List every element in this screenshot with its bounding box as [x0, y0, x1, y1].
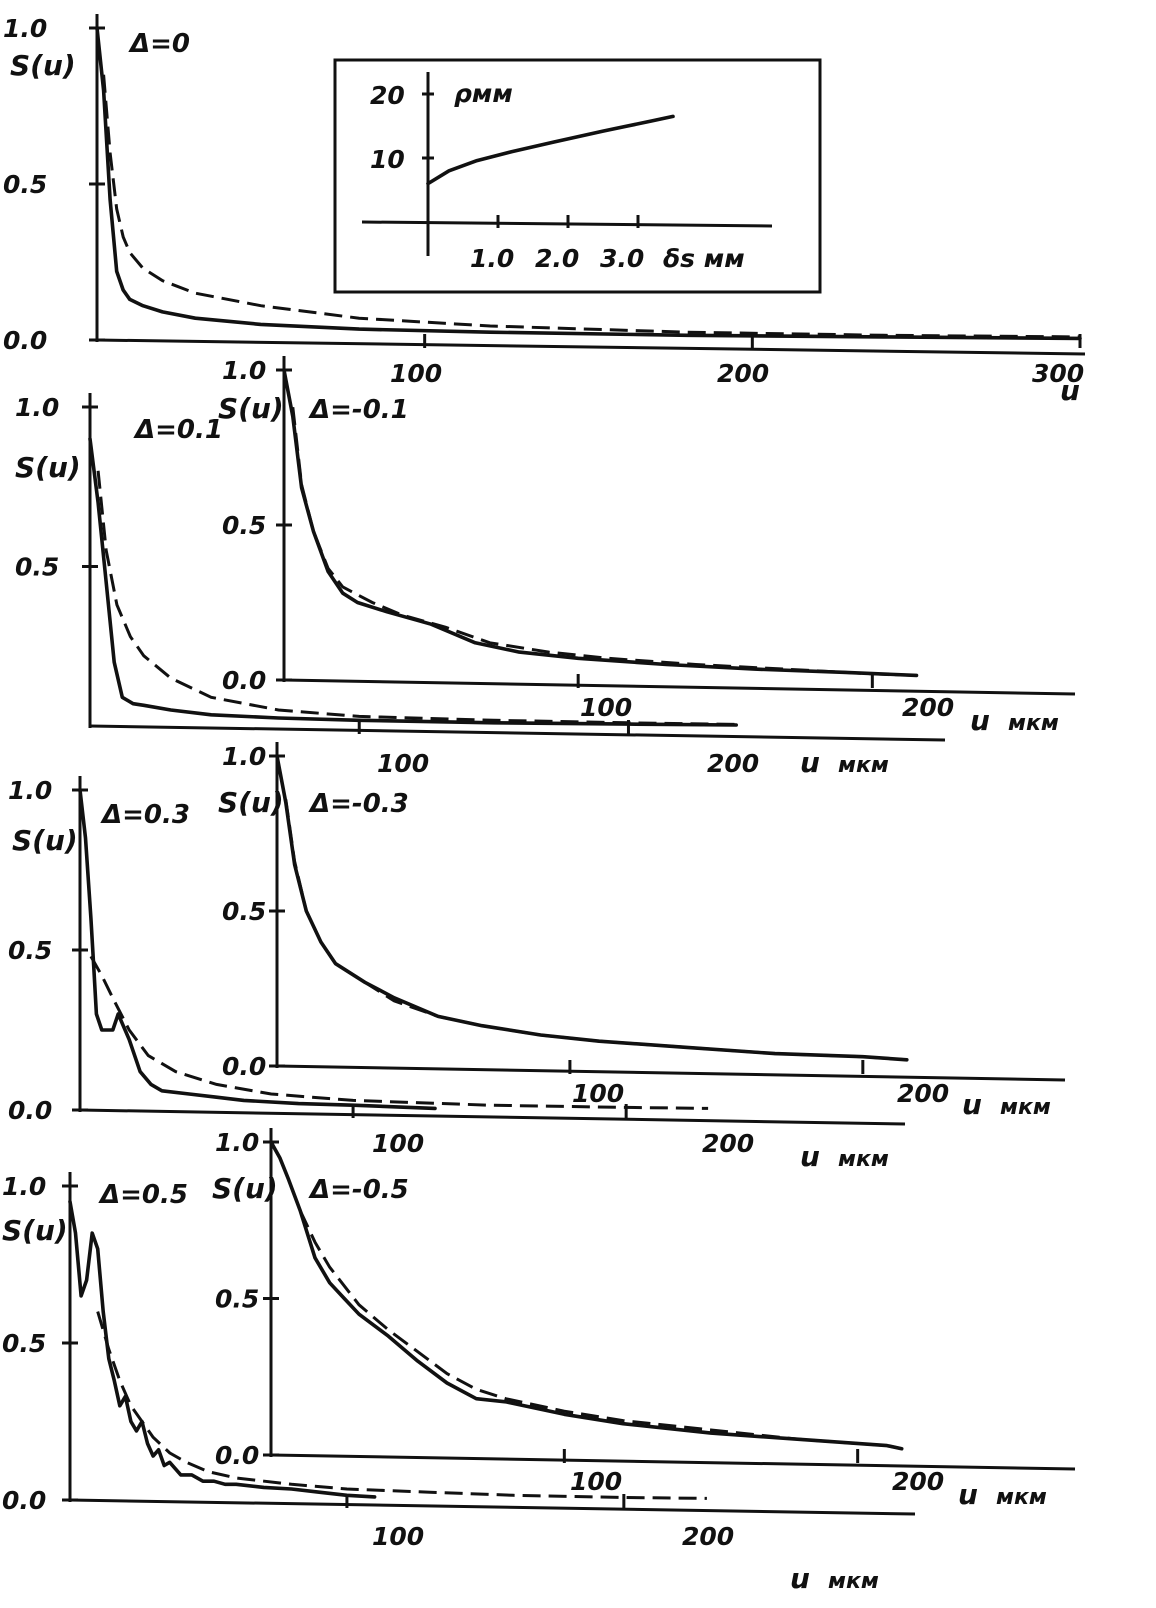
panel-dm01: 0.0 0.5 1.0 100 200 S(u) Δ=-0.1 u мкм	[218, 356, 1076, 737]
delta-label: Δ=0.1	[133, 415, 223, 445]
y-tick-label: 1.0	[222, 742, 266, 771]
y-tick-label: 0.5	[222, 511, 266, 540]
panel-d03: 0.0 0.5 1.0 100 200 S(u) Δ=0.3 u мкм	[8, 776, 906, 1173]
x-tick-label: 200	[682, 1522, 734, 1551]
x-axis-units: мкм	[828, 1569, 879, 1594]
x-axis	[283, 678, 1076, 696]
inset-y-tick-label: 10	[370, 145, 405, 174]
series-dashed-line	[284, 799, 907, 1062]
delta-label: Δ=-0.3	[308, 789, 409, 819]
x-tick-label: 200	[717, 359, 769, 388]
delta-label: Δ=-0.1	[308, 395, 409, 425]
series-dashed-line	[89, 955, 709, 1110]
y-tick-label: 0.5	[15, 553, 59, 582]
y-axis-label: S(u)	[12, 824, 78, 857]
x-axis-label: u	[800, 1140, 820, 1173]
x-tick-label: 100	[372, 1129, 424, 1158]
x-tick-label: 100	[570, 1467, 622, 1496]
x-tick-label: 200	[902, 693, 954, 722]
y-axis-label: S(u)	[218, 392, 284, 425]
panel-d05: 0.0 0.5 1.0 100 200 S(u) Δ=0.5 u мкм	[2, 1172, 916, 1595]
y-axis-label: S(u)	[2, 1214, 68, 1247]
y-axis-label: S(u)	[15, 451, 81, 484]
inset-frame	[333, 58, 822, 294]
x-tick-label: 200	[892, 1467, 944, 1496]
inset-y-axis-label: ρмм	[454, 79, 513, 108]
y-tick-label: 0.5	[8, 936, 52, 965]
y-tick-label: 1.0	[215, 1128, 259, 1157]
y-tick-label: 1.0	[15, 393, 59, 422]
inset-x-tick-label: 1.0	[470, 244, 514, 273]
y-tick-label: 0.0	[222, 1052, 266, 1081]
y-tick-label: 0.5	[2, 1329, 46, 1358]
delta-label: Δ=-0.5	[308, 1175, 409, 1205]
series-solid-line	[95, 26, 1082, 341]
x-axis-label: u	[1060, 374, 1080, 407]
inset-y-tick-label: 20	[370, 81, 405, 110]
inset-panel: 10 20 1.0 2.0 3.0 ρмм δs мм	[333, 58, 822, 294]
delta-label: Δ=0.3	[100, 800, 190, 830]
y-axis-label: S(u)	[218, 786, 284, 819]
x-axis-label: u	[970, 704, 990, 737]
y-axis-label: S(u)	[212, 1172, 278, 1205]
x-axis-units: мкм	[838, 753, 889, 778]
y-tick-label: 0.5	[222, 897, 266, 926]
y-tick-label: 1.0	[222, 356, 266, 385]
series-dashed-line	[102, 74, 1081, 339]
y-tick-label: 0.5	[3, 170, 47, 199]
x-axis-units: мкм	[1008, 711, 1059, 736]
series-solid-line	[88, 437, 739, 727]
x-axis	[79, 1108, 906, 1126]
x-tick-label: 100	[377, 749, 429, 778]
y-tick-label: 0.0	[2, 1486, 46, 1515]
y-axis-label: S(u)	[10, 49, 76, 82]
y-tick-label: 0.0	[222, 666, 266, 695]
x-tick-label: 300	[1032, 359, 1084, 388]
y-tick-label: 1.0	[3, 14, 47, 43]
inset-series-line	[426, 114, 675, 186]
series-dashed-line	[298, 1210, 903, 1451]
panel-d0: 0.0 0.5 1.0 100 200 300 S(u) Δ=0 u	[3, 14, 1086, 407]
x-axis	[270, 1453, 1076, 1471]
series-solid-line	[68, 1199, 377, 1499]
x-axis	[96, 338, 1086, 356]
y-tick-label: 1.0	[8, 776, 52, 805]
delta-label: Δ=0.5	[98, 1180, 188, 1210]
x-axis	[89, 724, 946, 742]
x-axis-label: u	[790, 1562, 810, 1595]
x-axis-units: мкм	[1000, 1095, 1051, 1120]
y-tick-label: 1.0	[2, 1172, 46, 1201]
inset-x-axis-label: δs мм	[663, 244, 745, 273]
x-axis-units: мкм	[838, 1147, 889, 1172]
y-tick-label: 0.0	[3, 326, 47, 355]
x-axis-label: u	[958, 1478, 978, 1511]
x-tick-label: 100	[372, 1522, 424, 1551]
y-tick-label: 0.0	[215, 1441, 259, 1470]
delta-label: Δ=0	[128, 29, 190, 59]
series-dashed-line	[96, 470, 737, 726]
x-axis-units: мкм	[996, 1485, 1047, 1510]
y-tick-label: 0.5	[215, 1285, 259, 1314]
x-tick-label: 200	[897, 1079, 949, 1108]
x-axis	[276, 1064, 1066, 1082]
series-dashed-line	[291, 407, 917, 677]
series-dashed-line	[96, 1311, 707, 1500]
x-tick-label: 200	[702, 1129, 754, 1158]
inset-x-tick-label: 2.0	[535, 244, 579, 273]
x-axis	[69, 1498, 916, 1516]
x-tick-label: 100	[580, 693, 632, 722]
x-tick-label: 200	[707, 749, 759, 778]
x-axis-label: u	[962, 1088, 982, 1121]
x-axis-label: u	[800, 746, 820, 779]
x-tick-label: 100	[572, 1079, 624, 1108]
x-tick-label: 100	[390, 359, 442, 388]
inset-x-tick-label: 3.0	[600, 244, 644, 273]
y-tick-label: 0.0	[8, 1096, 52, 1125]
